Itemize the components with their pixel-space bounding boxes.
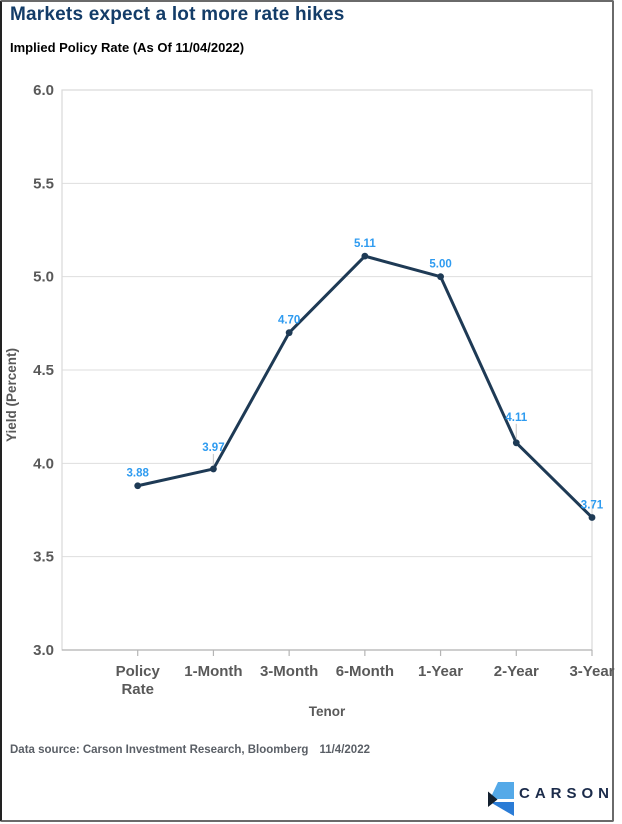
logo-arrow-shape — [488, 791, 498, 807]
x-tick-label: 3-Month — [260, 663, 318, 680]
data-source-text: Data source: Carson Investment Research,… — [10, 744, 309, 756]
data-point-marker — [588, 514, 596, 521]
y-tick-label: 4.5 — [33, 362, 54, 379]
x-axis-title: Tenor — [309, 704, 346, 719]
data-point-marker — [134, 482, 142, 490]
data-point-label: 3.71 — [581, 499, 604, 511]
data-point-label: 3.97 — [202, 442, 224, 454]
y-tick-label: 3.0 — [33, 642, 54, 659]
y-tick-label: 3.5 — [33, 549, 54, 566]
x-tick-label: 2-Year — [494, 663, 539, 680]
y-axis-title: Yield (Percent) — [4, 348, 19, 442]
logo-top-shape — [490, 782, 514, 799]
data-source-note: Data source: Carson Investment Research,… — [10, 744, 370, 756]
logo-bottom-shape — [490, 802, 514, 816]
x-tick-label: 6-Month — [336, 663, 394, 680]
data-point-label: 4.11 — [505, 412, 527, 424]
x-tick-label: Policy Rate — [116, 663, 161, 698]
carson-logo: CARSON — [488, 781, 614, 817]
data-point-marker — [285, 329, 293, 337]
carson-chevron-icon — [488, 782, 514, 816]
data-point-marker — [512, 439, 520, 447]
x-tick-label: 3-Year — [569, 663, 614, 680]
data-point-label: 3.88 — [127, 468, 150, 480]
y-tick-label: 5.5 — [33, 175, 54, 192]
data-point-label: 5.00 — [429, 259, 451, 271]
data-point-marker — [361, 252, 369, 260]
x-tick-label: 1-Year — [418, 663, 463, 680]
y-tick-label: 4.0 — [33, 455, 54, 472]
rate-line — [136, 254, 594, 519]
y-tick-label: 6.0 — [33, 82, 54, 99]
data-point-label: 4.70 — [278, 315, 300, 327]
data-source-date: 11/4/2022 — [319, 744, 370, 756]
chart-subtitle: Implied Policy Rate (As Of 11/04/2022) — [10, 40, 245, 55]
data-point-marker — [210, 465, 217, 473]
page-title: Markets expect a lot more rate hikes — [10, 4, 345, 25]
x-tick-label: 1-Month — [184, 663, 242, 680]
data-point-label: 5.11 — [354, 238, 376, 250]
carson-logo-text: CARSON — [519, 785, 615, 802]
data-point-marker — [437, 273, 444, 281]
y-tick-label: 5.0 — [33, 269, 54, 286]
